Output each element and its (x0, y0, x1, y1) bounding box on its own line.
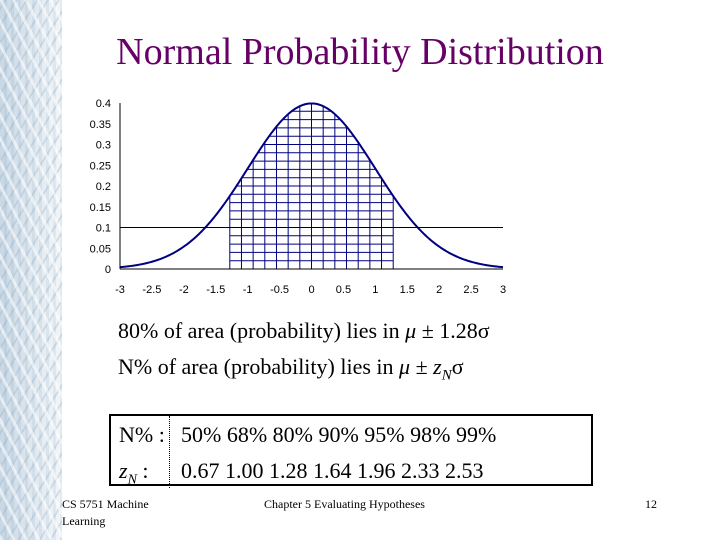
row-z-values: 0.67 1.00 1.28 1.64 1.96 2.33 2.53 (181, 458, 484, 483)
x-tick-label: -3 (115, 284, 125, 296)
normal-curve (119, 102, 504, 269)
z-symbol: z (433, 354, 442, 379)
x-tick-label: -2 (179, 284, 189, 296)
mu-symbol-2: μ (399, 354, 411, 379)
row-percent-values: 50% 68% 80% 90% 95% 98% 99% (181, 422, 497, 447)
formula-80-range: ± 1.28σ (416, 318, 490, 343)
mu-symbol: μ (405, 318, 417, 343)
row-z-subscript: N (127, 472, 137, 488)
x-tick-label: -0.5 (270, 284, 289, 296)
x-tick-label: -2.5 (142, 284, 161, 296)
z-table-row-z: zN : 0.67 1.00 1.28 1.64 1.96 2.33 2.53 (111, 452, 591, 488)
y-tick-label: 0.2 (96, 181, 111, 193)
formula-80-prefix: 80% of area (probability) lies in (118, 318, 406, 343)
y-tick-label: 0.35 (90, 119, 111, 131)
x-tick-labels: -3 -2.5 -2 -1.5 -1 -0.5 0 0.5 1 1.5 2 2.5 3 (115, 284, 506, 296)
y-tick-label: 0.05 (90, 243, 111, 255)
y-tick-label: 0.25 (90, 160, 111, 172)
z-table: N% : 50% 68% 80% 90% 95% 98% 99% zN : 0.… (109, 414, 593, 488)
shaded-area-hatch (229, 103, 394, 269)
y-tick-labels: 0 0.05 0.1 0.15 0.2 0.25 0.3 0.35 0.4 (90, 98, 111, 276)
footer-page-number: 12 (645, 497, 657, 511)
row-z-label: zN : (119, 458, 149, 488)
x-tick-label: -1 (243, 284, 253, 296)
formula-n-prefix: N% of area (probability) lies in (118, 354, 400, 379)
formula-80-percent: 80% of area (probability) lies in μ ± 1.… (118, 318, 490, 344)
x-tick-label: 0.5 (336, 284, 351, 296)
z-subscript: N (441, 367, 452, 384)
row-z-letter: z (119, 458, 128, 483)
x-tick-label: 2.5 (463, 284, 478, 296)
footer-chapter: Chapter 5 Evaluating Hypotheses (264, 497, 425, 511)
y-tick-label: 0.1 (96, 223, 111, 235)
row-z-colon: : (136, 458, 149, 483)
footer-course: CS 5751 Machine Learning (62, 497, 149, 528)
y-tick-label: 0.3 (96, 140, 111, 152)
z-table-divider (169, 416, 171, 488)
x-tick-label: 2 (436, 284, 442, 296)
row-percent-label: N% : (119, 422, 165, 447)
formula-n-percent: N% of area (probability) lies in μ ± zNσ (118, 354, 464, 384)
z-table-row-percent: N% : 50% 68% 80% 90% 95% 98% 99% (111, 416, 591, 452)
y-tick-label: 0.4 (96, 98, 111, 110)
normal-distribution-chart: 0 0.05 0.1 0.15 0.2 0.25 0.3 0.35 0.4 -3 -2.5 -2 -1… (90, 98, 506, 296)
sigma-symbol: σ (451, 354, 464, 379)
plus-minus: ± (410, 354, 434, 379)
slide-title: Normal Probability Distribution (116, 31, 604, 73)
x-tick-label: 3 (500, 284, 506, 296)
x-tick-label: 1 (372, 284, 378, 296)
marble-sidebar (0, 0, 62, 540)
x-tick-label: -1.5 (206, 284, 225, 296)
x-tick-label: 0 (308, 284, 314, 296)
y-tick-label: 0 (105, 264, 111, 276)
x-tick-label: 1.5 (400, 284, 415, 296)
y-tick-label: 0.15 (90, 202, 111, 214)
